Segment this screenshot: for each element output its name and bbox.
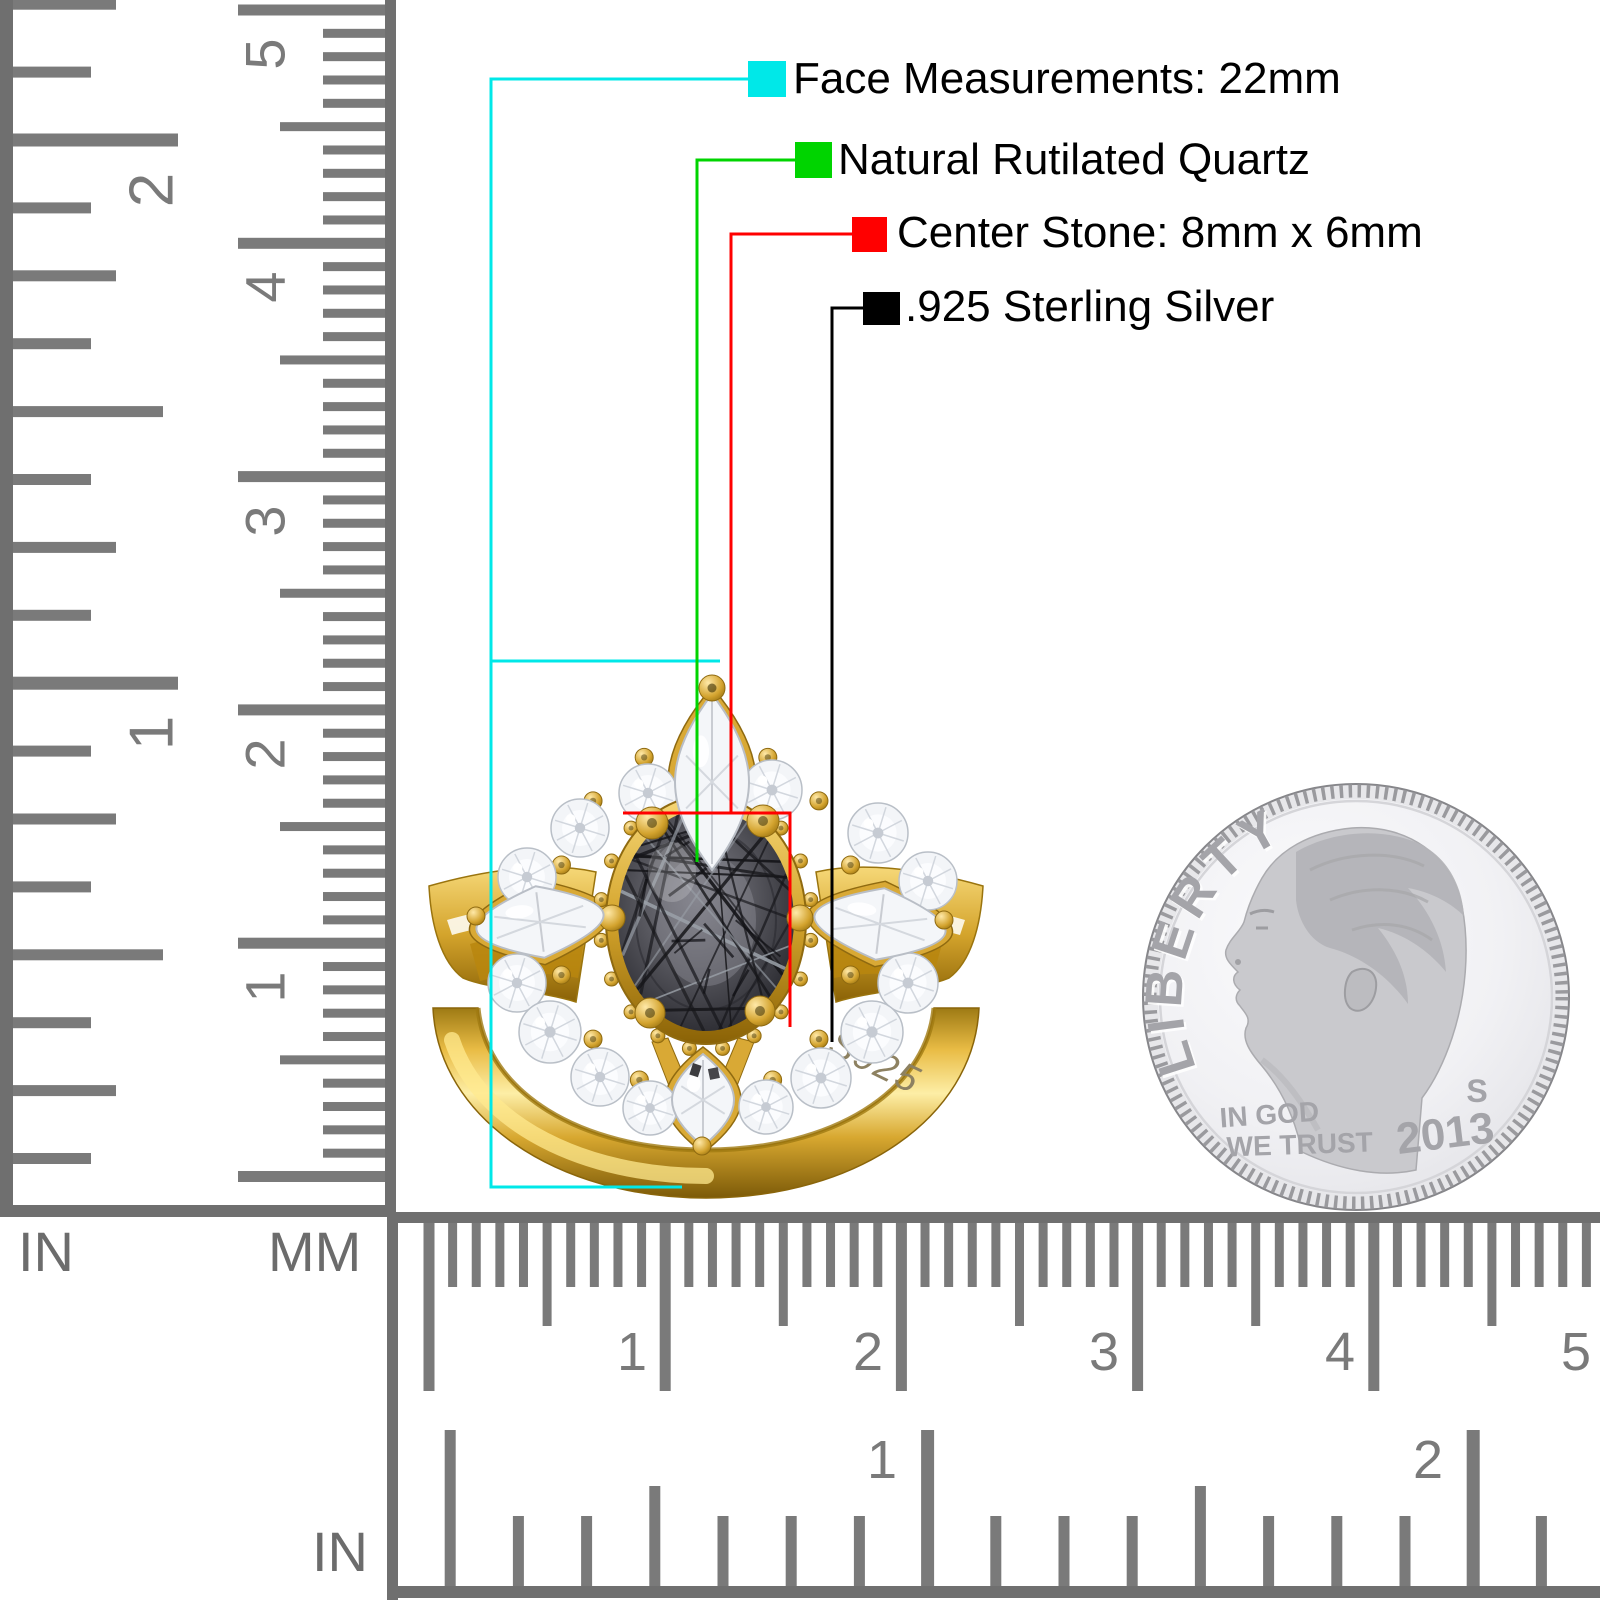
halo-stone: [741, 759, 803, 821]
coin-lettering: LIBERTY LIBERTY IN GOD WE TRUST S 2013: [1135, 795, 1497, 1164]
halo-stone: [898, 851, 958, 911]
ring-lower-band: S925: [432, 1007, 980, 1199]
center-stone-swatch: [852, 217, 887, 252]
horizontal-ruler: 1 2 3 4 5 1 2: [387, 1212, 1600, 1600]
ring-illustration: S925: [428, 674, 984, 1199]
horizontal-mm-number: 4: [1325, 1322, 1355, 1382]
horizontal-mm-number: 5: [1561, 1322, 1591, 1382]
rutile-needles: [620, 809, 794, 1031]
rutilated-quartz-label: Natural Rutilated Quartz: [838, 135, 1310, 184]
marquise-stone: [670, 1052, 736, 1148]
halo-stone: [847, 802, 909, 864]
vertical-ruler: 2 1 5 4 3 2 1: [0, 0, 396, 1217]
vertical-mm-number: 1: [234, 971, 297, 1002]
sterling-silver-swatch: [863, 292, 900, 325]
vertical-inch-number: 2: [118, 173, 187, 207]
halo-stone: [877, 952, 939, 1014]
halo-stone: [497, 847, 557, 907]
halo-stone: [618, 763, 678, 823]
coin-portrait: [1224, 826, 1467, 1174]
face-measurements-swatch: [748, 61, 786, 97]
face-measurements-label: Face Measurements: 22mm: [793, 54, 1341, 103]
halo-stone: [550, 798, 610, 858]
halo-stone: [518, 1000, 582, 1064]
marquise-stone: [475, 885, 605, 959]
horizontal-mm-number: 3: [1089, 1322, 1119, 1382]
callout-line-rutilated-quartz: [695, 158, 795, 862]
sterling-silver-label: .925 Sterling Silver: [905, 282, 1275, 331]
silver-stamp: S925: [822, 1022, 927, 1102]
halo-stone: [622, 1080, 678, 1136]
rutilated-quartz-swatch: [795, 142, 832, 178]
horizontal-inch-number: 1: [867, 1430, 897, 1490]
halo-stones: [487, 759, 958, 1136]
halo-stone: [790, 1047, 852, 1109]
coin-edge: [1142, 783, 1570, 1211]
liberty-text: LIBERTY: [1135, 795, 1287, 1082]
callout-line-sterling-silver: [830, 306, 863, 1042]
horizontal-mm-number: 1: [617, 1322, 647, 1382]
vertical-mm-number: 3: [234, 505, 297, 536]
horizontal-ruler-inch-unit-label: IN: [312, 1520, 368, 1583]
coin-illustration: LIBERTY LIBERTY IN GOD WE TRUST S 2013: [1135, 783, 1570, 1211]
motto-line2: WE TRUST: [1226, 1126, 1373, 1162]
mint-mark: S: [1466, 1073, 1487, 1109]
bezel-prong-beads: [598, 804, 814, 1029]
center-stone-label: Center Stone: 8mm x 6mm: [897, 208, 1423, 257]
vertical-mm-number: 4: [234, 271, 297, 302]
center-stone: [618, 809, 794, 1031]
tip-beads: [466, 674, 954, 1156]
horizontal-mm-number: 2: [853, 1322, 883, 1382]
gold-beads: [551, 747, 861, 1090]
halo-stone: [570, 1047, 630, 1107]
vertical-ruler-mm-unit-label: MM: [268, 1220, 362, 1283]
coin-year: 2013: [1394, 1103, 1497, 1164]
callout-line-face-measurements: [489, 77, 748, 1189]
halo-stone: [840, 1000, 904, 1064]
halo-stone: [487, 953, 547, 1013]
ring-upper-shank: [428, 866, 984, 1003]
vertical-mm-number: 2: [234, 738, 297, 769]
motto-line1: IN GOD: [1219, 1096, 1320, 1134]
center-stone-setting: [605, 795, 807, 1045]
marquise-stone: [813, 887, 947, 961]
callout-line-center-stone: [623, 232, 852, 1027]
halo-stone: [738, 1079, 794, 1135]
svg-text:LIBERTY: LIBERTY: [1137, 797, 1297, 1084]
svg-text:LIBERTY: LIBERTY: [1135, 795, 1295, 1082]
vertical-ruler-inch-unit-label: IN: [18, 1220, 74, 1283]
marquise-stone: [673, 692, 751, 872]
liberty-text-shadow: LIBERTY: [1137, 797, 1289, 1084]
vertical-mm-number: 5: [234, 38, 297, 69]
vertical-inch-number: 1: [118, 716, 187, 750]
marquise-stones: [475, 692, 947, 1148]
ring-gold-settings: [468, 685, 954, 1154]
horizontal-inch-number: 2: [1413, 1430, 1443, 1490]
